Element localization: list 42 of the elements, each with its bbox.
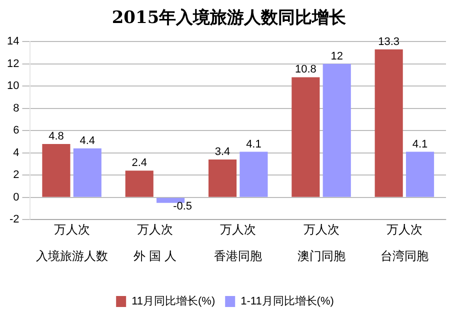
data-label: 12 bbox=[330, 50, 343, 62]
bar bbox=[292, 77, 320, 197]
x-tick-label: 外 国 人 bbox=[134, 249, 176, 264]
x-tick-label: 澳门同胞 bbox=[297, 249, 346, 264]
bar bbox=[125, 170, 154, 197]
data-label: 2.4 bbox=[132, 157, 148, 170]
y-tick-label: 4 bbox=[13, 146, 20, 159]
text: 万人次 bbox=[136, 222, 173, 237]
y-tick-label: -2 bbox=[9, 214, 20, 226]
y-tick-label: 10 bbox=[6, 80, 20, 92]
y-tick-label: 6 bbox=[13, 124, 20, 137]
bar bbox=[42, 144, 70, 197]
legend-label: 1-11月同比增长(%) bbox=[240, 294, 334, 308]
data-label: 4.8 bbox=[48, 130, 64, 142]
data-label: 4.4 bbox=[80, 134, 96, 147]
y-tick-label: 14 bbox=[6, 36, 20, 48]
bar bbox=[73, 148, 102, 197]
bar bbox=[240, 152, 268, 197]
chart-title: 2015年入境旅游人数同比增长 bbox=[110, 7, 348, 30]
text: 万人次 bbox=[54, 222, 90, 237]
data-label: 3.4 bbox=[214, 146, 230, 158]
bar bbox=[156, 198, 185, 203]
y-tick-label: 0 bbox=[13, 191, 20, 204]
bar bbox=[322, 64, 351, 197]
bar bbox=[208, 160, 237, 197]
bar bbox=[406, 152, 434, 197]
text: 万人次 bbox=[386, 222, 422, 237]
text: 万人次 bbox=[220, 222, 256, 237]
legend-label: 11月同比增长(%) bbox=[132, 294, 216, 308]
data-label: 13.3 bbox=[378, 36, 400, 48]
data-label: 4.1 bbox=[412, 138, 428, 150]
bar bbox=[374, 49, 403, 197]
y-tick-label: 12 bbox=[6, 58, 20, 70]
x-tick-label: 入境旅游人数 bbox=[36, 249, 108, 264]
data-label: -0.5 bbox=[173, 200, 192, 212]
x-tick-label: 台湾同胞 bbox=[380, 249, 428, 264]
y-tick-label: 8 bbox=[13, 102, 20, 114]
x-tick-label: 香港同胞 bbox=[214, 249, 262, 264]
data-label: 4.1 bbox=[246, 138, 262, 150]
data-label: 10.8 bbox=[294, 64, 316, 76]
text: 万人次 bbox=[303, 222, 340, 237]
y-tick-label: 2 bbox=[13, 169, 20, 182]
